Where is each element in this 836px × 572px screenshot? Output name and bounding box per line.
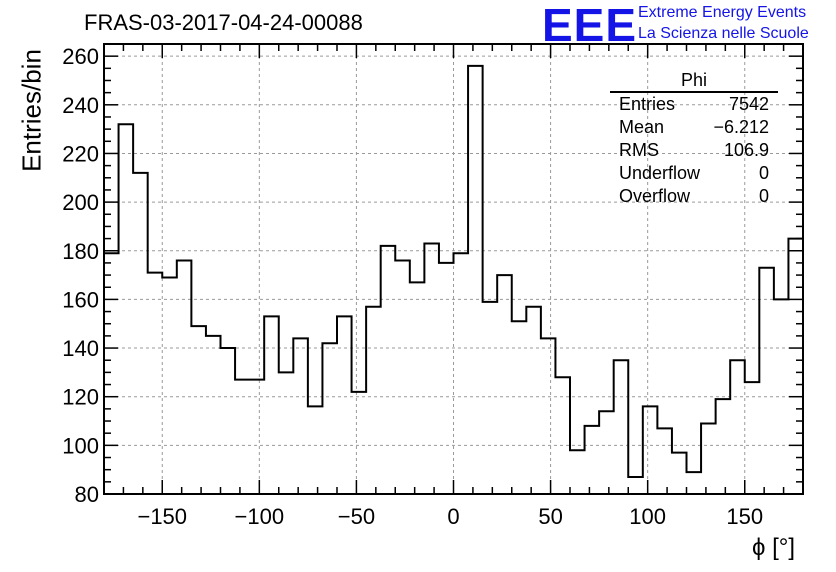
y-axis-label: Entries/bin [16, 49, 47, 172]
stats-label: Overflow [619, 186, 691, 206]
y-tick-label: 180 [62, 239, 99, 264]
tick-labels: −150 −100 −50 0 50 100 150 80 100 120 140 160 180 200… [62, 44, 763, 529]
axis-ticks [103, 43, 804, 495]
logo-line-1: Extreme Energy Events [638, 4, 807, 21]
stats-title: Phi [610, 70, 778, 93]
x-tick-label: −50 [338, 504, 375, 529]
y-tick-label: 120 [62, 385, 99, 410]
stats-value: 0 [758, 163, 769, 183]
stats-value: 106.9 [723, 140, 769, 160]
stats-value: −6.212 [713, 117, 769, 137]
y-tick-label: 100 [62, 433, 99, 458]
stats-label: Underflow [619, 163, 701, 183]
x-tick-label: 100 [629, 504, 666, 529]
x-tick-label: −100 [235, 504, 285, 529]
x-tick-label: −150 [137, 504, 187, 529]
y-tick-label: 260 [62, 44, 99, 69]
stats-label: RMS [619, 140, 659, 160]
eee-logo: EEE [542, 0, 638, 51]
stats-label: Entries [619, 94, 676, 114]
logo-line-2: La Scienza nelle Scuole [638, 25, 809, 42]
plot-frame [103, 43, 804, 495]
y-tick-label: 240 [62, 93, 99, 118]
y-tick-label: 220 [62, 141, 99, 166]
stats-row: Overflow 0 [610, 185, 778, 208]
x-tick-label: 150 [726, 504, 763, 529]
stats-row: RMS 106.9 [610, 139, 778, 162]
y-tick-label: 160 [62, 287, 99, 312]
stats-value: 0 [758, 186, 769, 206]
x-tick-label: 50 [538, 504, 562, 529]
stats-row: Underflow 0 [610, 162, 778, 185]
y-tick-label: 140 [62, 336, 99, 361]
plot-title: FRAS-03-2017-04-24-00088 [84, 10, 363, 35]
stats-value: 7542 [728, 94, 769, 114]
stats-label: Mean [619, 117, 665, 137]
x-tick-label: 0 [447, 504, 459, 529]
y-tick-label: 80 [75, 482, 99, 507]
x-axis-label: ϕ [°] [752, 534, 796, 561]
y-tick-label: 200 [62, 190, 99, 215]
stats-box: Phi Entries 7542 Mean −6.212 RMS 106.9 U… [610, 70, 778, 208]
stats-row: Entries 7542 [610, 93, 778, 116]
stats-row: Mean −6.212 [610, 116, 778, 139]
histogram-outline [104, 64, 803, 478]
